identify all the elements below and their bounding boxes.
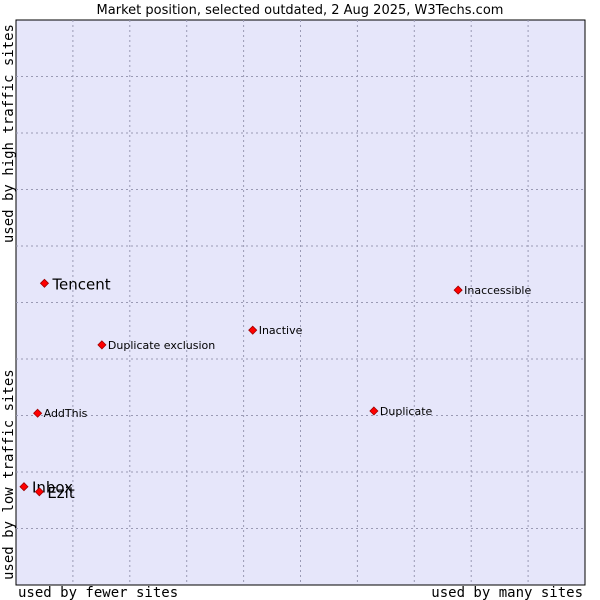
x-axis-label-right: used by many sites bbox=[431, 585, 583, 600]
data-label-inactive: Inactive bbox=[259, 324, 303, 337]
x-axis-label-left: used by fewer sites bbox=[18, 585, 178, 600]
grid-lines bbox=[16, 20, 585, 585]
data-label-ezit: Ezit bbox=[47, 484, 75, 502]
data-label-duplicate: Duplicate bbox=[380, 405, 433, 418]
y-axis-label-top: used by high traffic sites bbox=[1, 24, 17, 243]
data-point-inaccessible bbox=[453, 285, 463, 295]
data-label-duplicate-exclusion: Duplicate exclusion bbox=[108, 339, 215, 352]
data-label-addthis: AddThis bbox=[44, 407, 88, 420]
data-point-duplicate bbox=[369, 406, 379, 416]
data-points: Tencent Inaccessible Inactive Duplicate exc… bbox=[19, 275, 531, 502]
y-axis-label-bottom: used by low traffic sites bbox=[1, 369, 17, 580]
data-point-addthis bbox=[33, 408, 43, 418]
data-point-ezit bbox=[34, 487, 44, 497]
data-point-inactive bbox=[248, 325, 258, 335]
chart-title: Market position, selected outdated, 2 Au… bbox=[97, 3, 504, 18]
data-point-duplicate-exclusion bbox=[97, 340, 107, 350]
data-label-inaccessible: Inaccessible bbox=[464, 284, 531, 297]
data-label-tencent: Tencent bbox=[51, 275, 110, 293]
data-point-tencent bbox=[39, 278, 50, 288]
data-point-inbox bbox=[19, 482, 29, 492]
